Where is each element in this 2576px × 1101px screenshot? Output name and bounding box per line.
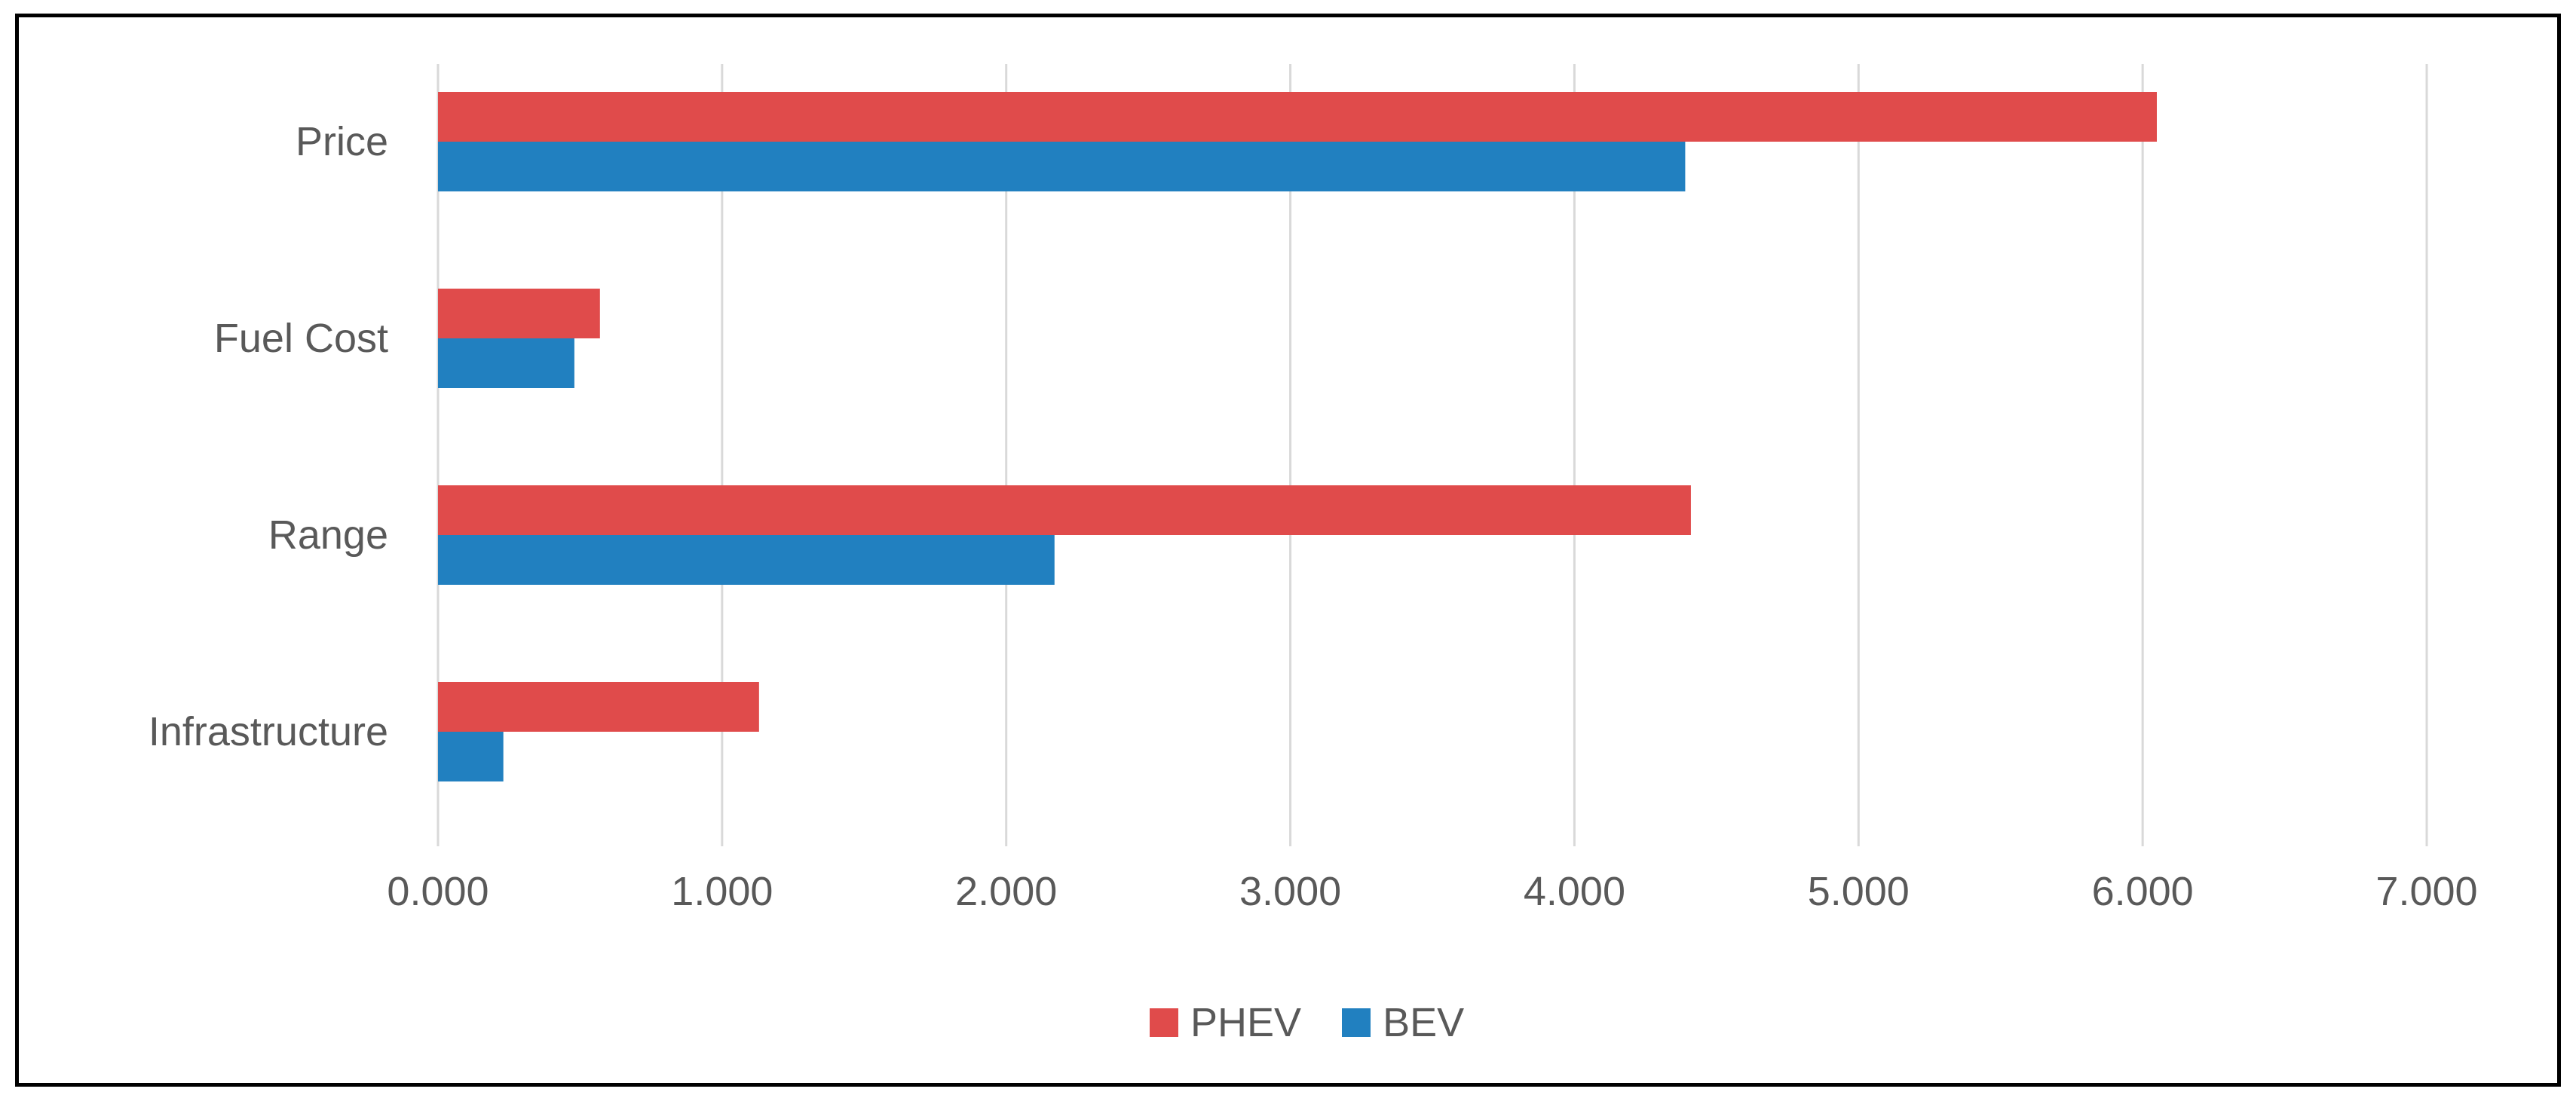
x-tick-label: 0.000 — [387, 869, 489, 914]
bar-bev — [438, 732, 504, 781]
legend-item-bev: BEV — [1342, 999, 1464, 1046]
bar-phev — [438, 682, 759, 732]
x-tick-label: 4.000 — [1524, 869, 1625, 914]
legend-label-bev: BEV — [1383, 1000, 1465, 1045]
chart-legend: PHEV BEV — [1150, 999, 1505, 1046]
bar-phev — [438, 92, 2157, 142]
bar-phev — [438, 485, 1691, 535]
category-label: Infrastructure — [149, 709, 388, 754]
bar-phev — [438, 289, 600, 338]
category-label: Fuel Cost — [214, 316, 388, 361]
legend-swatch-phev — [1150, 1008, 1178, 1037]
x-tick-label: 6.000 — [2092, 869, 2194, 914]
x-tick-label: 3.000 — [1239, 869, 1341, 914]
x-tick-label: 5.000 — [1808, 869, 1910, 914]
legend-label-phev: PHEV — [1190, 1000, 1302, 1045]
category-label: Price — [296, 119, 388, 164]
category-label: Range — [268, 512, 388, 558]
x-tick-label: 2.000 — [955, 869, 1057, 914]
x-tick-label: 1.000 — [671, 869, 773, 914]
legend-item-phev: PHEV — [1150, 999, 1301, 1046]
bar-bev — [438, 142, 1686, 191]
bar-chart: 0.000 1.000 2.000 3.000 4.000 5.000 6.000 7.000… — [149, 64, 2478, 914]
legend-swatch-bev — [1342, 1008, 1371, 1037]
chart-frame: 0.000 1.000 2.000 3.000 4.000 5.000 6.000 7.000… — [15, 14, 2561, 1087]
bar-bev — [438, 338, 574, 388]
bar-bev — [438, 535, 1055, 585]
x-tick-label: 7.000 — [2375, 869, 2477, 914]
